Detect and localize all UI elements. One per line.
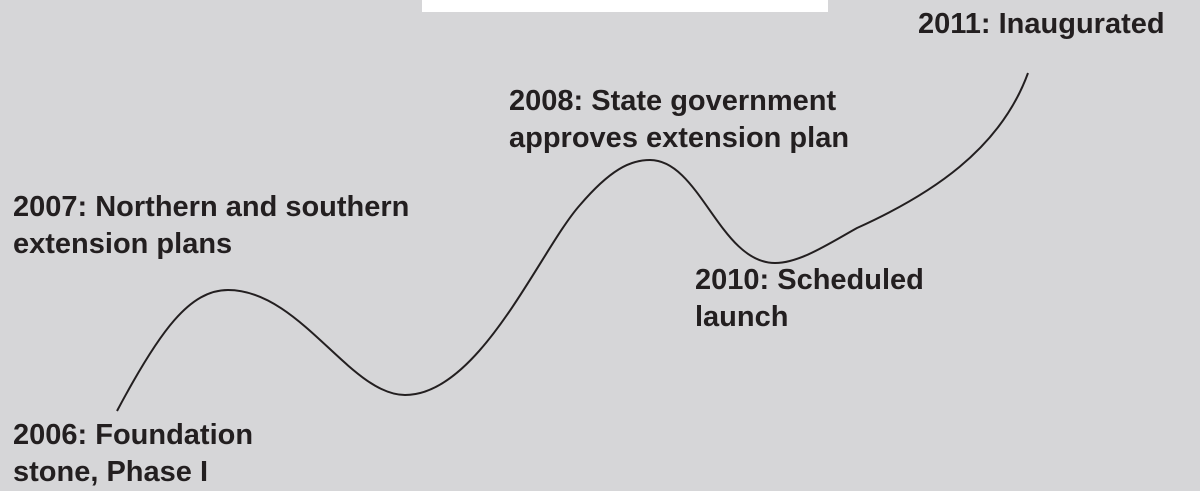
milestone-2008-line-2: approves extension plan: [509, 122, 850, 154]
milestone-2008: 2008: State government approves extensio…: [509, 83, 849, 157]
milestone-2008-line-1: 2008: State government: [509, 85, 837, 117]
milestone-2006: 2006: Foundation stone, Phase I: [13, 417, 253, 491]
milestone-2007-line-1: 2007: Northern and southern: [13, 191, 410, 223]
milestone-2006-line-1: 2006: Foundation: [13, 419, 254, 451]
milestone-2011-line-1: 2011: Inaugurated: [918, 8, 1165, 40]
milestone-2007-line-2: extension plans: [13, 228, 233, 260]
milestone-2006-line-2: stone, Phase I: [13, 456, 209, 488]
milestone-2011: 2011: Inaugurated: [918, 6, 1165, 43]
timeline-path: [116, 72, 1029, 412]
milestone-2007: 2007: Northern and southern extension pl…: [13, 189, 409, 263]
milestone-2010-line-1: 2010: Scheduled: [695, 264, 924, 296]
milestone-2010: 2010: Scheduled launch: [695, 262, 924, 336]
milestone-2010-line-2: launch: [695, 301, 789, 333]
top-white-box: [422, 0, 828, 12]
